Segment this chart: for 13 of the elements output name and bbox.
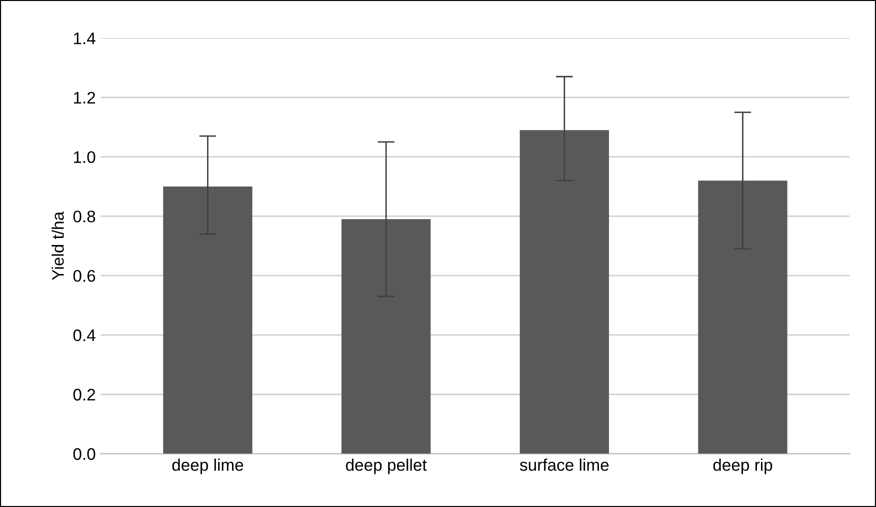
y-tick-label: 0.2 [73, 388, 96, 401]
y-tick-label: 1.4 [74, 32, 96, 44]
x-tick-label: surface lime [520, 458, 609, 471]
y-tick-label: 1.2 [74, 92, 96, 104]
y-tick-label: 0.6 [73, 270, 96, 282]
y-axis-title: Yield t/ha [52, 211, 64, 280]
x-tick-label: deep lime [172, 458, 244, 474]
x-tick-label: deep pellet [346, 458, 427, 474]
x-tick-label: deep rip [713, 458, 772, 474]
y-tick-label: 0.0 [73, 448, 96, 460]
y-tick-label: 0.4 [73, 329, 96, 342]
y-tick-label: 0.8 [73, 210, 96, 222]
y-tick-label: 1.0 [74, 151, 96, 164]
